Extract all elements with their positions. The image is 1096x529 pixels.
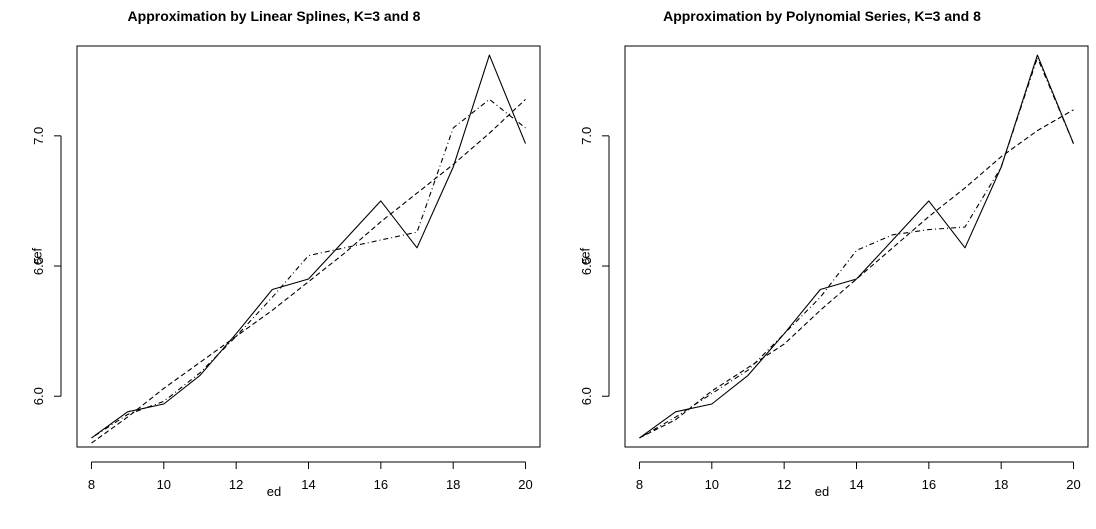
- x-tick-label: 16: [374, 477, 388, 492]
- x-axis-label: ed: [814, 484, 830, 499]
- x-tick-label: 8: [88, 477, 95, 492]
- series-line-solid: [91, 54, 527, 439]
- x-tick-label: 14: [849, 477, 863, 492]
- y-tick-label: 6.0: [579, 387, 594, 405]
- y-tick-label: 6.5: [31, 257, 46, 275]
- x-tick-label: 18: [446, 477, 460, 492]
- y-tick-label: 6.5: [579, 257, 594, 275]
- series-line-solid: [639, 54, 1075, 439]
- series-line-dotdash: [91, 98, 526, 439]
- chart-panel-right: Approximation by Polynomial Series, K=3 …: [548, 0, 1096, 529]
- chart-panel-left: Approximation by Linear Splines, K=3 and…: [29, 8, 541, 499]
- plot-frame: [624, 45, 1089, 448]
- y-axis-label: cef: [577, 247, 593, 266]
- plot-frame: [76, 45, 541, 448]
- x-tick-label: 18: [994, 477, 1008, 492]
- x-tick-label: 20: [518, 477, 532, 492]
- series-line-dashed: [91, 98, 526, 444]
- x-tick-label: 8: [636, 477, 643, 492]
- chart-plot-right: 8 10 12 14 16 18 20 6.0 6.5 7.0: [579, 45, 1089, 492]
- series-line-dashed: [639, 109, 1074, 439]
- x-tick-label: 10: [705, 477, 719, 492]
- chart-title: Approximation by Polynomial Series, K=3 …: [663, 8, 981, 24]
- x-tick-label: 16: [922, 477, 936, 492]
- x-tick-label: 14: [301, 477, 315, 492]
- x-axis-label: ed: [266, 484, 282, 499]
- y-tick-label: 7.0: [579, 127, 594, 145]
- chart-title: Approximation by Linear Splines, K=3 and…: [127, 8, 421, 24]
- x-tick-label: 20: [1066, 477, 1080, 492]
- y-tick-label: 7.0: [31, 127, 46, 145]
- x-tick-label: 12: [229, 477, 243, 492]
- series-line-dotdash: [639, 57, 1075, 439]
- chart-plot-left: 8 10 12 14 16 18 20 6.0 6.5 7.0: [31, 45, 541, 492]
- x-tick-label: 12: [777, 477, 791, 492]
- y-tick-label: 6.0: [31, 387, 46, 405]
- x-tick-label: 10: [157, 477, 171, 492]
- y-axis-label: cef: [29, 247, 45, 266]
